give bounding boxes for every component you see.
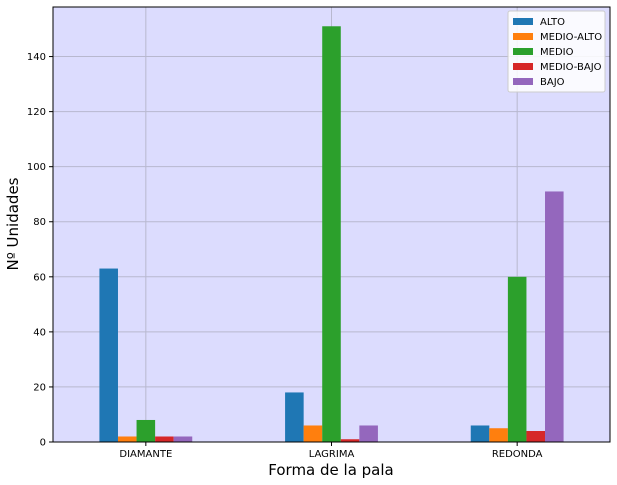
legend: ALTO MEDIO-ALTO MEDIO MEDIO-BAJO BAJO [507,10,606,93]
legend-label-alto: ALTO [540,17,565,28]
bar-medio-lagrima [322,26,341,442]
bar-alto-diamante [99,268,118,442]
legend-swatch-bajo [513,78,533,85]
bar-medio-bajo-redonda [526,430,546,442]
legend-swatch-medio-alto [513,33,533,40]
y-tick-label: 60 [33,272,46,283]
bar-medio-bajo-diamante [155,436,174,442]
legend-label-medio: MEDIO [540,47,574,58]
y-tick-label: 120 [27,107,46,118]
bar-medio-bajo-lagrima [340,439,360,442]
bar-medio-alto-lagrima [303,425,323,442]
y-tick-label: 100 [27,162,46,173]
x-tick-label-diamante: DIAMANTE [119,449,172,460]
y-tick-label: 20 [33,382,46,393]
bar-alto-redonda [470,425,490,442]
bar-alto-lagrima [285,392,304,442]
bar-medio-diamante [136,419,156,442]
legend-swatch-alto [513,18,533,25]
x-axis: DIAMANTE LAGRIMA REDONDA [119,442,543,460]
x-tick-label-lagrima: LAGRIMA [309,449,355,460]
y-tick-label: 140 [27,52,46,63]
legend-swatch-medio [513,48,533,55]
y-tick-label: 80 [33,217,46,228]
bars [99,26,564,442]
legend-box [507,10,606,93]
bar-medio-redonda [507,276,527,442]
legend-swatch-medio-bajo [513,63,533,70]
legend-label-bajo: BAJO [540,77,565,88]
y-tick-label: 0 [40,438,46,449]
y-tick-label: 40 [33,327,46,338]
bar-bajo-redonda [545,191,564,442]
bar-medio-alto-diamante [117,436,137,442]
x-tick-label-redonda: REDONDA [492,449,543,460]
y-axis-title: Nº Unidades [4,177,22,270]
legend-label-medio-alto: MEDIO-ALTO [540,32,602,43]
bar-medio-alto-redonda [489,428,508,442]
legend-label-medio-bajo: MEDIO-BAJO [540,62,602,73]
bar-bajo-diamante [173,436,193,442]
x-axis-title: Forma de la pala [268,461,393,479]
bar-bajo-lagrima [359,425,378,442]
y-axis: 0 20 40 60 80 100 120 140 [27,52,53,449]
